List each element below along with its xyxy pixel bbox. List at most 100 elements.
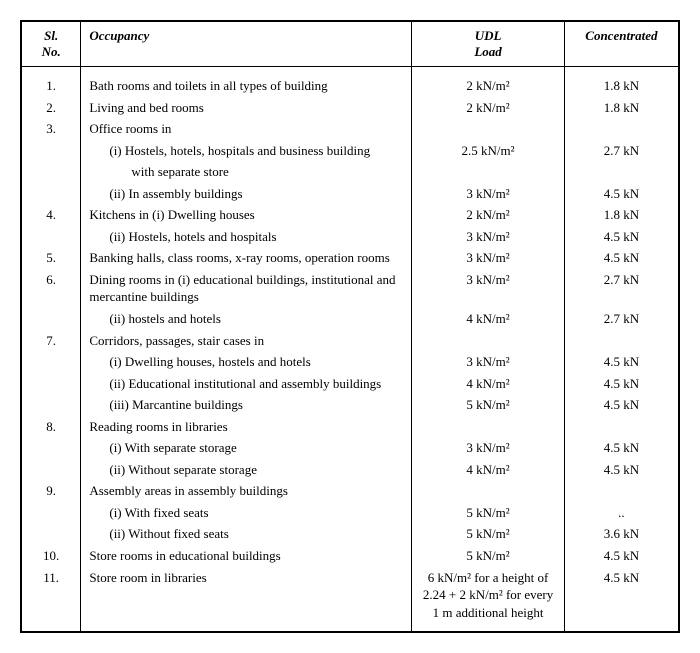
cell-sl [21, 502, 81, 524]
header-conc: Concentrated [564, 21, 679, 67]
table-row: 3.Office rooms in [21, 118, 679, 140]
cell-occupancy: (i) Dwelling houses, hostels and hotels [81, 351, 412, 373]
cell-occupancy: Store room in libraries [81, 567, 412, 633]
cell-concentrated: 4.5 kN [564, 247, 679, 269]
cell-occupancy: (ii) Without separate storage [81, 459, 412, 481]
cell-udl: 5 kN/m² [412, 394, 565, 416]
cell-occupancy: (i) Hostels, hotels, hospitals and busin… [81, 140, 412, 162]
cell-sl [21, 437, 81, 459]
cell-concentrated: 2.7 kN [564, 140, 679, 162]
cell-concentrated: 4.5 kN [564, 567, 679, 633]
cell-sl: 10. [21, 545, 81, 567]
cell-occupancy: Bath rooms and toilets in all types of b… [81, 67, 412, 97]
table-row: 6.Dining rooms in (i) educational buildi… [21, 269, 679, 308]
table-row: 9.Assembly areas in assembly buildings [21, 480, 679, 502]
cell-concentrated: 4.5 kN [564, 373, 679, 395]
cell-udl: 2 kN/m² [412, 97, 565, 119]
cell-udl: 4 kN/m² [412, 459, 565, 481]
cell-occupancy: (ii) Hostels, hotels and hospitals [81, 226, 412, 248]
cell-concentrated [564, 330, 679, 352]
header-sl: Sl.No. [21, 21, 81, 67]
cell-udl [412, 161, 565, 183]
cell-sl [21, 140, 81, 162]
table-row: 4.Kitchens in (i) Dwelling houses2 kN/m²… [21, 204, 679, 226]
loads-table: Sl.No. Occupancy UDLLoad Concentrated 1.… [20, 20, 680, 633]
cell-sl [21, 459, 81, 481]
cell-udl: 6 kN/m² for a height of 2.24 + 2 kN/m² f… [412, 567, 565, 633]
cell-udl: 3 kN/m² [412, 269, 565, 308]
cell-sl: 3. [21, 118, 81, 140]
cell-udl: 3 kN/m² [412, 437, 565, 459]
cell-sl: 11. [21, 567, 81, 633]
cell-concentrated: 4.5 kN [564, 437, 679, 459]
cell-sl: 6. [21, 269, 81, 308]
cell-udl: 3 kN/m² [412, 351, 565, 373]
table-header: Sl.No. Occupancy UDLLoad Concentrated [21, 21, 679, 67]
table-row: (i) With fixed seats5 kN/m².. [21, 502, 679, 524]
cell-occupancy: (i) With fixed seats [81, 502, 412, 524]
cell-occupancy: Assembly areas in assembly buildings [81, 480, 412, 502]
cell-udl: 5 kN/m² [412, 502, 565, 524]
cell-concentrated: 4.5 kN [564, 351, 679, 373]
cell-concentrated [564, 161, 679, 183]
table-row: with separate store [21, 161, 679, 183]
table-row: (ii) Without separate storage4 kN/m²4.5 … [21, 459, 679, 481]
cell-sl: 9. [21, 480, 81, 502]
cell-occupancy: Store rooms in educational buildings [81, 545, 412, 567]
cell-udl: 4 kN/m² [412, 308, 565, 330]
cell-concentrated: 1.8 kN [564, 204, 679, 226]
cell-udl: 2 kN/m² [412, 67, 565, 97]
cell-sl [21, 523, 81, 545]
table-row: 5.Banking halls, class rooms, x-ray room… [21, 247, 679, 269]
cell-udl [412, 480, 565, 502]
cell-occupancy: (iii) Marcantine buildings [81, 394, 412, 416]
cell-udl: 5 kN/m² [412, 545, 565, 567]
table-row: 2.Living and bed rooms2 kN/m²1.8 kN [21, 97, 679, 119]
cell-sl: 4. [21, 204, 81, 226]
table-row: (i) Dwelling houses, hostels and hotels3… [21, 351, 679, 373]
cell-udl: 3 kN/m² [412, 226, 565, 248]
cell-occupancy: (ii) hostels and hotels [81, 308, 412, 330]
cell-sl: 7. [21, 330, 81, 352]
table-row: 7.Corridors, passages, stair cases in [21, 330, 679, 352]
cell-concentrated: 2.7 kN [564, 308, 679, 330]
cell-concentrated: .. [564, 502, 679, 524]
cell-concentrated: 2.7 kN [564, 269, 679, 308]
cell-udl: 3 kN/m² [412, 183, 565, 205]
table-row: (ii) hostels and hotels4 kN/m²2.7 kN [21, 308, 679, 330]
table-row: 8.Reading rooms in libraries [21, 416, 679, 438]
cell-udl [412, 330, 565, 352]
cell-occupancy: Office rooms in [81, 118, 412, 140]
cell-occupancy: with separate store [81, 161, 412, 183]
table-row: (ii) Educational institutional and assem… [21, 373, 679, 395]
cell-udl [412, 416, 565, 438]
cell-concentrated: 4.5 kN [564, 183, 679, 205]
cell-sl [21, 394, 81, 416]
cell-occupancy: (ii) Without fixed seats [81, 523, 412, 545]
cell-occupancy: Living and bed rooms [81, 97, 412, 119]
cell-concentrated: 3.6 kN [564, 523, 679, 545]
table-row: 10.Store rooms in educational buildings5… [21, 545, 679, 567]
cell-sl [21, 226, 81, 248]
cell-concentrated [564, 416, 679, 438]
cell-udl: 2.5 kN/m² [412, 140, 565, 162]
cell-sl [21, 351, 81, 373]
cell-sl: 5. [21, 247, 81, 269]
table-body: 1.Bath rooms and toilets in all types of… [21, 67, 679, 633]
cell-occupancy: (ii) Educational institutional and assem… [81, 373, 412, 395]
cell-udl: 5 kN/m² [412, 523, 565, 545]
cell-occupancy: Dining rooms in (i) educational building… [81, 269, 412, 308]
cell-sl: 8. [21, 416, 81, 438]
cell-concentrated: 1.8 kN [564, 67, 679, 97]
cell-udl: 3 kN/m² [412, 247, 565, 269]
cell-occupancy: Corridors, passages, stair cases in [81, 330, 412, 352]
cell-occupancy: Banking halls, class rooms, x-ray rooms,… [81, 247, 412, 269]
cell-concentrated: 4.5 kN [564, 459, 679, 481]
cell-occupancy: (i) With separate storage [81, 437, 412, 459]
table-row: (i) Hostels, hotels, hospitals and busin… [21, 140, 679, 162]
cell-occupancy: Kitchens in (i) Dwelling houses [81, 204, 412, 226]
cell-concentrated [564, 118, 679, 140]
cell-concentrated: 1.8 kN [564, 97, 679, 119]
table-row: (ii) Hostels, hotels and hospitals3 kN/m… [21, 226, 679, 248]
cell-concentrated: 4.5 kN [564, 394, 679, 416]
